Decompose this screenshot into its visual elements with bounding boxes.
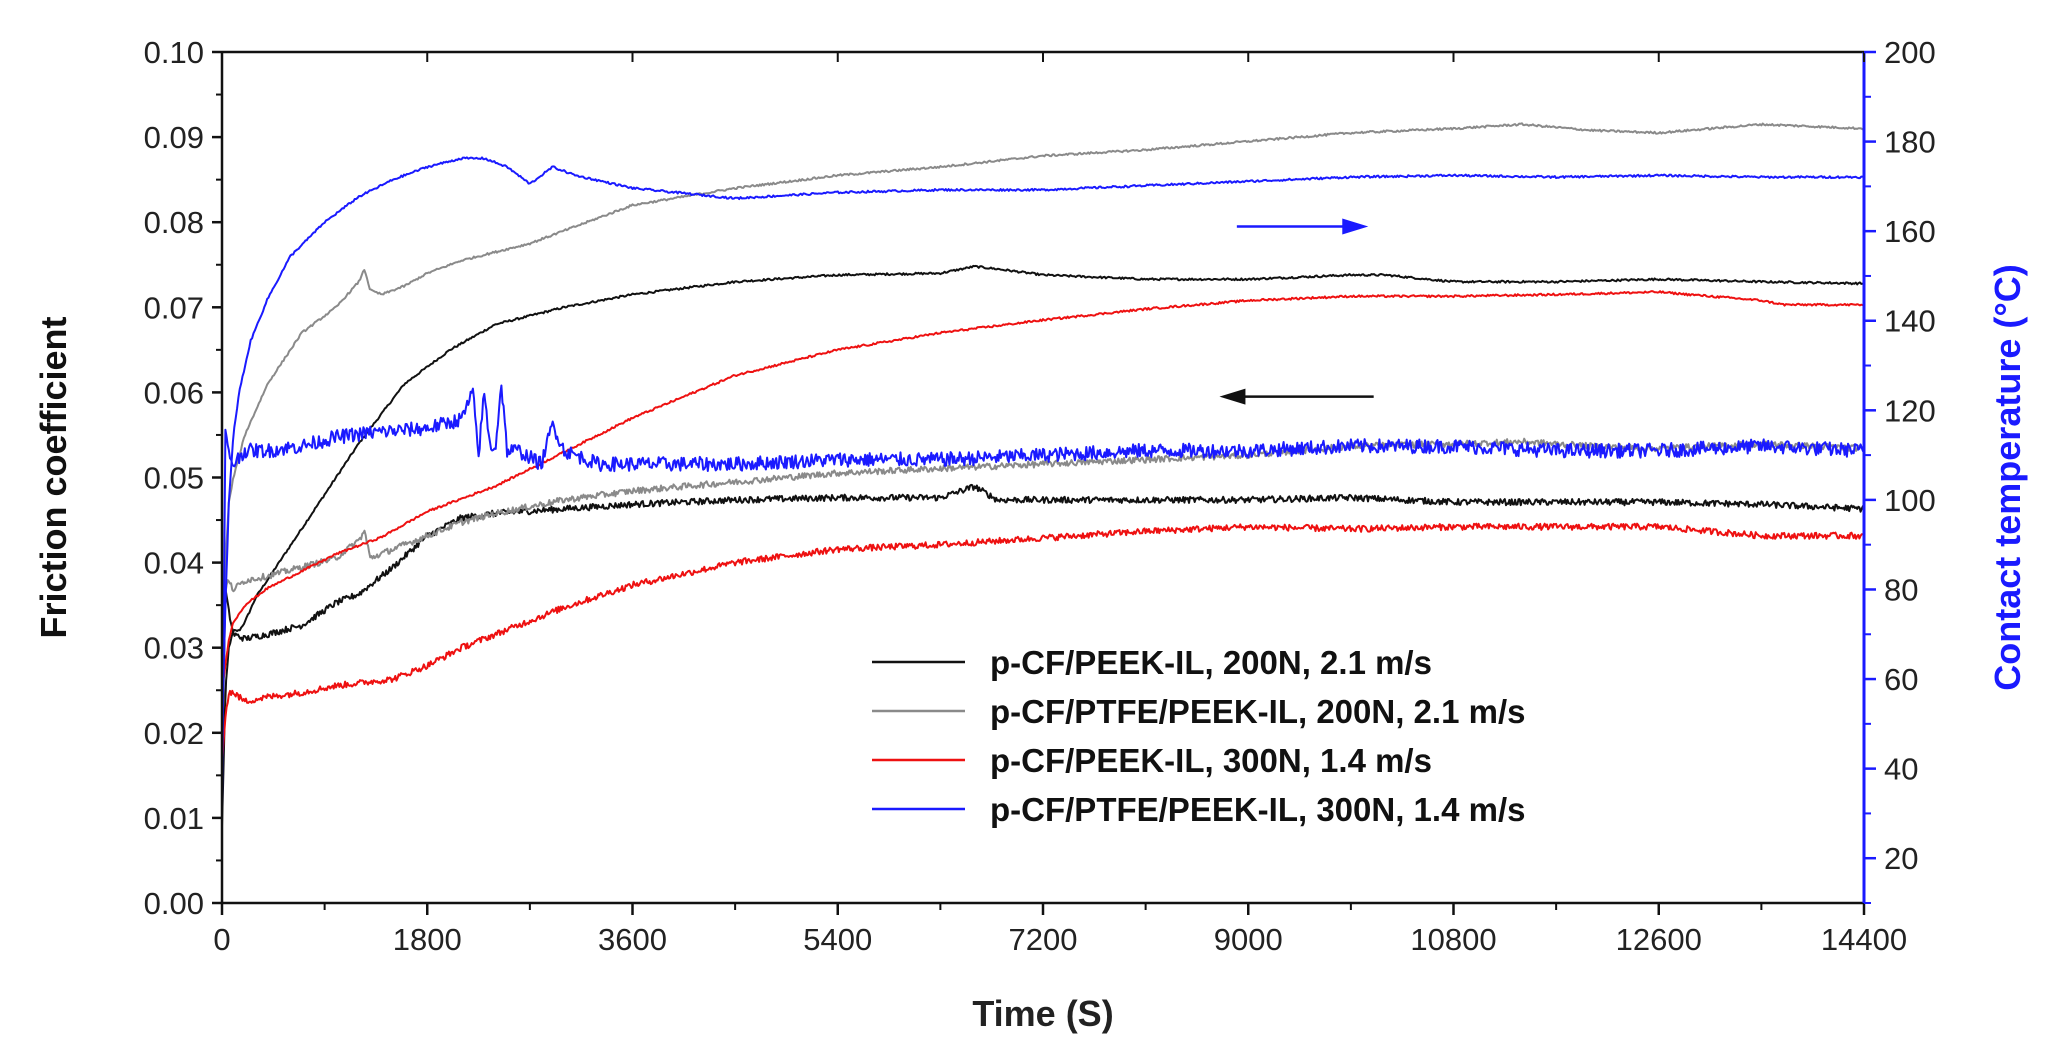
legend-label-1: p-CF/PEEK-IL, 200N, 2.1 m/s <box>990 644 1432 681</box>
y2-tick-label: 160 <box>1884 214 1936 249</box>
x-tick-label: 1800 <box>393 922 462 957</box>
x-tick-label: 9000 <box>1214 922 1283 957</box>
legend-label-2: p-CF/PTFE/PEEK-IL, 200N, 2.1 m/s <box>990 693 1525 730</box>
axes: 0 1800 3600 5400 7200 9000 10800 12600 14400 0.00… <box>144 35 1936 957</box>
y2-tick-label: 140 <box>1884 304 1936 339</box>
plot-background <box>222 52 1864 903</box>
y2-tick-label: 180 <box>1884 125 1936 160</box>
y-tick-label: 0.05 <box>144 461 204 496</box>
x-tick-label: 5400 <box>803 922 872 957</box>
annotation-arrowhead-1 <box>1342 218 1369 235</box>
x-tick-label: 3600 <box>598 922 667 957</box>
series-2-temperature-line <box>222 437 1864 615</box>
y-tick-label: 0.03 <box>144 631 204 666</box>
series-4-friction-line <box>222 156 1864 733</box>
x-tick-label: 12600 <box>1616 922 1702 957</box>
annotations <box>1219 218 1374 405</box>
series-group <box>222 122 1864 827</box>
y2-tick-label: 200 <box>1884 35 1936 70</box>
y-tick-label: 0.07 <box>144 290 204 325</box>
legend-label-3: p-CF/PEEK-IL, 300N, 1.4 m/s <box>990 742 1432 779</box>
y-tick-label: 0.09 <box>144 120 204 155</box>
y2-tick-label: 80 <box>1884 572 1918 607</box>
y-tick-label: 0.06 <box>144 375 204 410</box>
legend-label-4: p-CF/PTFE/PEEK-IL, 300N, 1.4 m/s <box>990 791 1525 828</box>
y-tick-label: 0.01 <box>144 801 204 836</box>
series-1-temperature-line <box>222 483 1864 772</box>
y2-tick-label: 120 <box>1884 393 1936 428</box>
y-tick-label: 0.04 <box>144 546 204 581</box>
y-axis-title: Friction coefficient <box>33 316 74 638</box>
plot-area <box>222 52 1864 903</box>
y-tick-label: 0.00 <box>144 886 204 921</box>
annotation-arrowhead-2 <box>1219 388 1246 405</box>
y2-tick-label: 60 <box>1884 662 1918 697</box>
y-tick-label: 0.10 <box>144 35 204 70</box>
x-axis-title: Time (S) <box>972 993 1113 1034</box>
x-tick-label: 10800 <box>1410 922 1496 957</box>
y2-tick-label: 40 <box>1884 752 1918 787</box>
legend: p-CF/PEEK-IL, 200N, 2.1 m/s p-CF/PTFE/PEE… <box>872 644 1525 828</box>
y-tick-label: 0.08 <box>144 205 204 240</box>
series-1-friction-line <box>222 264 1864 827</box>
series-3-temperature-line <box>222 522 1864 766</box>
y-tick-label: 0.02 <box>144 716 204 751</box>
series-2-friction-line <box>222 122 1864 648</box>
y2-tick-label: 20 <box>1884 841 1918 876</box>
series-3-friction-line <box>222 290 1864 692</box>
x-tick-label: 14400 <box>1821 922 1907 957</box>
y2-tick-label: 100 <box>1884 483 1936 518</box>
x-tick-label: 7200 <box>1009 922 1078 957</box>
y2-axis-title: Contact temperature (°C) <box>1987 264 2028 690</box>
series-4-temperature-line <box>222 384 1864 809</box>
x-tick-label: 0 <box>213 922 230 957</box>
